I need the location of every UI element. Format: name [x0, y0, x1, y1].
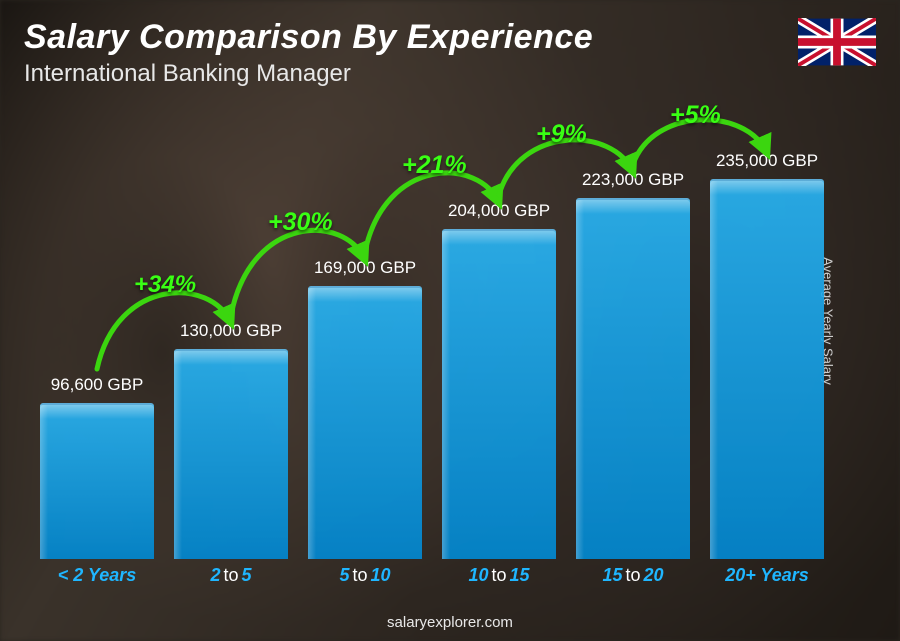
bar [40, 403, 154, 559]
bar-category-label: 5to10 [339, 565, 390, 586]
bar [576, 198, 690, 559]
increase-percent-label: +5% [670, 101, 721, 130]
bar-group: 169,000 GBP5to10 [308, 286, 422, 559]
bar-value-label: 169,000 GBP [314, 258, 416, 278]
increase-percent-label: +21% [402, 151, 467, 180]
bar-group: 223,000 GBP15to20 [576, 198, 690, 559]
bar-value-label: 223,000 GBP [582, 170, 684, 190]
bar [308, 286, 422, 559]
bar-category-label: 15to20 [602, 565, 663, 586]
page-subtitle: International Banking Manager [24, 60, 351, 88]
bar-group: 96,600 GBP< 2 Years [40, 403, 154, 559]
bar-category-label: 20+ Years [725, 565, 809, 586]
bar-category-label: < 2 Years [58, 565, 137, 586]
salary-bar-chart: 96,600 GBP< 2 Years130,000 GBP2to5169,00… [40, 100, 850, 581]
increase-percent-label: +34% [134, 271, 196, 299]
bar-group: 204,000 GBP10to15 [442, 229, 556, 559]
bar-category-label: 10to15 [468, 565, 529, 586]
bar-value-label: 204,000 GBP [448, 201, 550, 221]
bar-value-label: 235,000 GBP [716, 151, 818, 171]
bar-category-label: 2to5 [210, 565, 251, 586]
uk-flag-icon [798, 18, 876, 66]
bar-value-label: 130,000 GBP [180, 321, 282, 341]
footer-attribution: salaryexplorer.com [0, 614, 900, 631]
bar-group: 130,000 GBP2to5 [174, 349, 288, 559]
bar [710, 179, 824, 559]
infographic: Salary Comparison By Experience Internat… [0, 0, 900, 641]
increase-percent-label: +30% [268, 208, 333, 237]
page-title: Salary Comparison By Experience [24, 18, 593, 57]
bar-group: 235,000 GBP20+ Years [710, 179, 824, 559]
bar-value-label: 96,600 GBP [51, 375, 144, 395]
bar [174, 349, 288, 559]
increase-percent-label: +9% [536, 120, 587, 149]
bar [442, 229, 556, 559]
